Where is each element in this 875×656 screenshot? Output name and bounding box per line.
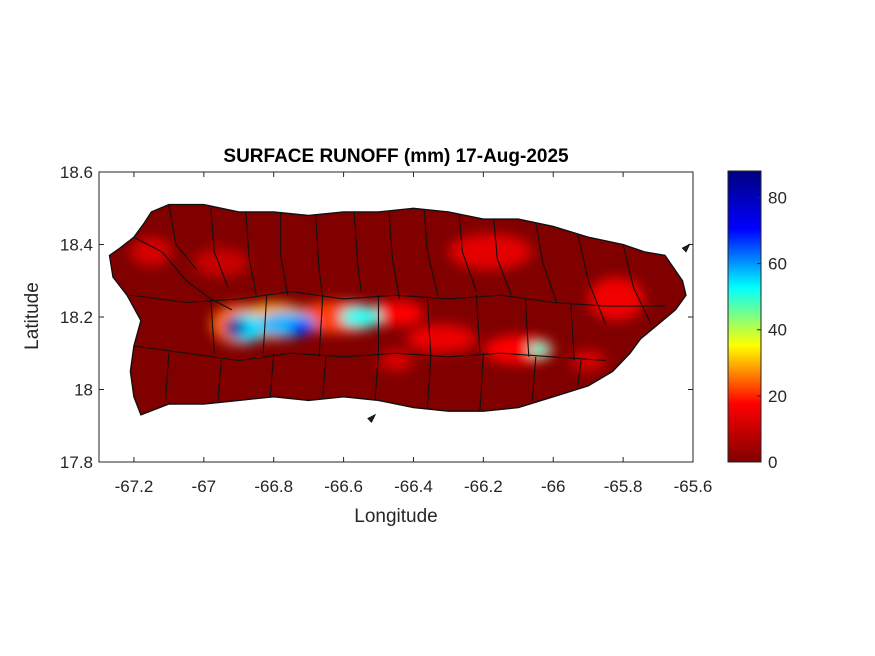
y-tick-label: 18 [74,381,93,400]
y-tick-label: 18.6 [60,163,93,182]
colorbar-tick-label: 40 [768,321,787,340]
y-tick-label: 18.4 [60,236,93,255]
runoff-cell-2 [378,349,414,372]
runoff-cell-0 [193,248,250,278]
municipality-border-5 [315,215,324,299]
municipality-border-7 [388,211,401,299]
municipality-border-32 [570,302,575,361]
municipality-border-10 [493,219,512,296]
colorbar-tick-label: 60 [768,255,787,274]
runoff-cell-12 [528,342,550,357]
runoff-cell-13 [340,306,383,328]
municipality-border-6 [353,211,362,292]
municipality-border-2 [210,208,229,289]
y-axis: 18.6 18.4 18.2 18 17.8 [60,163,693,472]
municipality-border-4 [280,211,289,296]
municipality-border-16 [164,353,170,401]
y-tick-label: 18.2 [60,308,93,327]
x-tick-label: -66.4 [394,477,433,496]
chart-title: SURFACE RUNOFF (mm) 17-Aug-2025 [223,146,569,167]
x-tick-label: -67.2 [115,477,154,496]
municipality-borders [130,204,665,412]
runoff-cell-17 [224,318,246,337]
runoff-cell-5 [406,324,477,354]
x-tick-label: -66.6 [324,477,363,496]
municipality-border-12 [577,233,607,325]
municipality-border-15 [133,345,606,362]
x-tick-label: -67 [192,477,217,496]
y-tick-label: 17.8 [60,453,93,472]
runoff-cell-16 [291,320,313,336]
runoff-cell-7 [368,300,424,327]
x-tick-label: -65.8 [604,477,643,496]
runoff-cell-6 [588,277,645,321]
municipality-border-22 [479,353,484,412]
small-island-0 [367,413,377,423]
municipality-border-27 [318,298,324,357]
municipality-border-13 [622,244,652,325]
runoff-cell-8 [483,335,554,365]
colorbar-tick-label: 20 [768,387,787,406]
x-tick-label: -66.2 [464,477,503,496]
runoff-cell-1 [130,237,173,267]
colorbar-tick-label: 80 [768,188,787,207]
municipality-border-17 [217,360,222,401]
municipality-border-26 [262,295,268,354]
municipality-border-11 [535,222,558,303]
municipality-border-9 [458,211,477,292]
municipality-border-30 [475,295,481,354]
municipality-border-23 [531,356,537,401]
colorbar [727,170,762,463]
island-coastline [108,203,687,416]
municipality-border-24 [577,360,582,386]
x-tick-label: -66 [541,477,566,496]
municipality-border-21 [426,356,432,408]
y-axis-label: Latitude [22,282,43,350]
municipality-border-0 [133,236,233,311]
x-axis: -67.2 -67 -66.8 -66.6 -66.4 -66.2 -66 -65.8 -65.… [115,172,713,496]
municipality-border-31 [524,298,530,357]
runoff-field [130,233,645,372]
municipality-border-1 [168,204,198,271]
x-tick-label: -66.8 [254,477,293,496]
municipality-border-25 [210,298,215,354]
runoff-cell-4 [448,233,533,270]
municipality-border-18 [269,353,275,397]
runoff-map [108,203,691,423]
municipality-border-20 [374,353,380,401]
colorbar-tick-label: 0 [768,453,777,472]
municipality-border-19 [322,356,327,397]
municipality-border-8 [423,208,439,296]
municipality-border-3 [245,211,257,296]
runoff-cell-3 [570,349,606,372]
municipality-border-29 [426,298,432,357]
x-tick-label: -65.6 [674,477,713,496]
colorbar-ticks: 80 60 40 20 0 [757,188,787,472]
x-axis-label: Longitude [354,506,437,527]
small-island-1 [681,243,691,253]
